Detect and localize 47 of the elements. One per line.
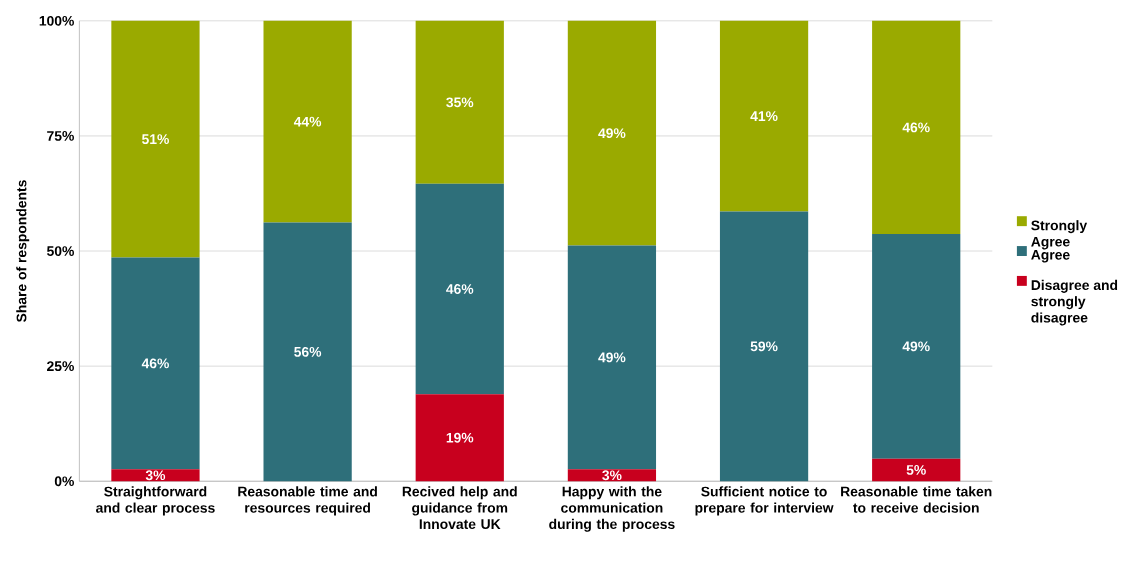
data-label: 35% <box>446 97 474 108</box>
data-label: 56% <box>294 347 322 357</box>
bar <box>263 222 352 482</box>
bar <box>567 21 657 246</box>
data-label: 3% <box>602 470 622 481</box>
bar <box>415 184 504 395</box>
data-label: 19% <box>446 433 474 443</box>
y-tick-label: 25% <box>47 361 74 372</box>
data-label: 46% <box>141 358 169 369</box>
data-label: 46% <box>446 284 474 295</box>
bar <box>415 394 504 482</box>
y-tick-label: 0% <box>54 476 74 487</box>
data-label: 5% <box>906 465 926 476</box>
data-label: 49% <box>902 341 930 352</box>
data-label: 41% <box>750 111 778 122</box>
legend-label: Strongly Agree <box>1031 220 1088 250</box>
x-tick-label: Happy with the communication during the process <box>549 486 675 533</box>
y-tick-label: 50% <box>46 246 74 257</box>
data-label: 59% <box>750 341 778 352</box>
data-label: 49% <box>598 352 626 363</box>
data-label: 3% <box>145 470 166 481</box>
legend-label: Agree <box>1031 250 1070 263</box>
x-tick-label: Sufficient notice to prepare for interview <box>695 486 834 516</box>
bar <box>263 21 352 223</box>
bar <box>719 211 809 482</box>
data-label: 46% <box>902 122 930 133</box>
bar <box>111 469 200 482</box>
x-tick-label: Straightforward and clear process <box>96 486 215 516</box>
bar <box>111 257 200 470</box>
y-axis-title: Share of respondents <box>16 180 30 323</box>
y-tick-label: 100% <box>39 16 74 26</box>
y-tick-label: 75% <box>47 131 74 142</box>
bar <box>872 21 961 235</box>
data-label: 44% <box>293 116 322 127</box>
bar <box>111 21 200 258</box>
x-tick-label: Reasonable time taken to receive decision <box>841 486 992 513</box>
bar <box>567 469 657 482</box>
data-label: 51% <box>142 134 169 145</box>
x-tick-label: Reasonable time and resources required <box>238 486 377 516</box>
data-label: 49% <box>598 128 626 139</box>
bar <box>415 21 504 184</box>
bar <box>567 245 657 470</box>
bar <box>719 21 809 212</box>
x-tick-label: Recived help and guidance from Innovate UK <box>402 486 517 530</box>
bar <box>872 458 961 482</box>
bar <box>872 234 961 459</box>
legend-label: Disagree and strongly disagree <box>1031 280 1118 326</box>
